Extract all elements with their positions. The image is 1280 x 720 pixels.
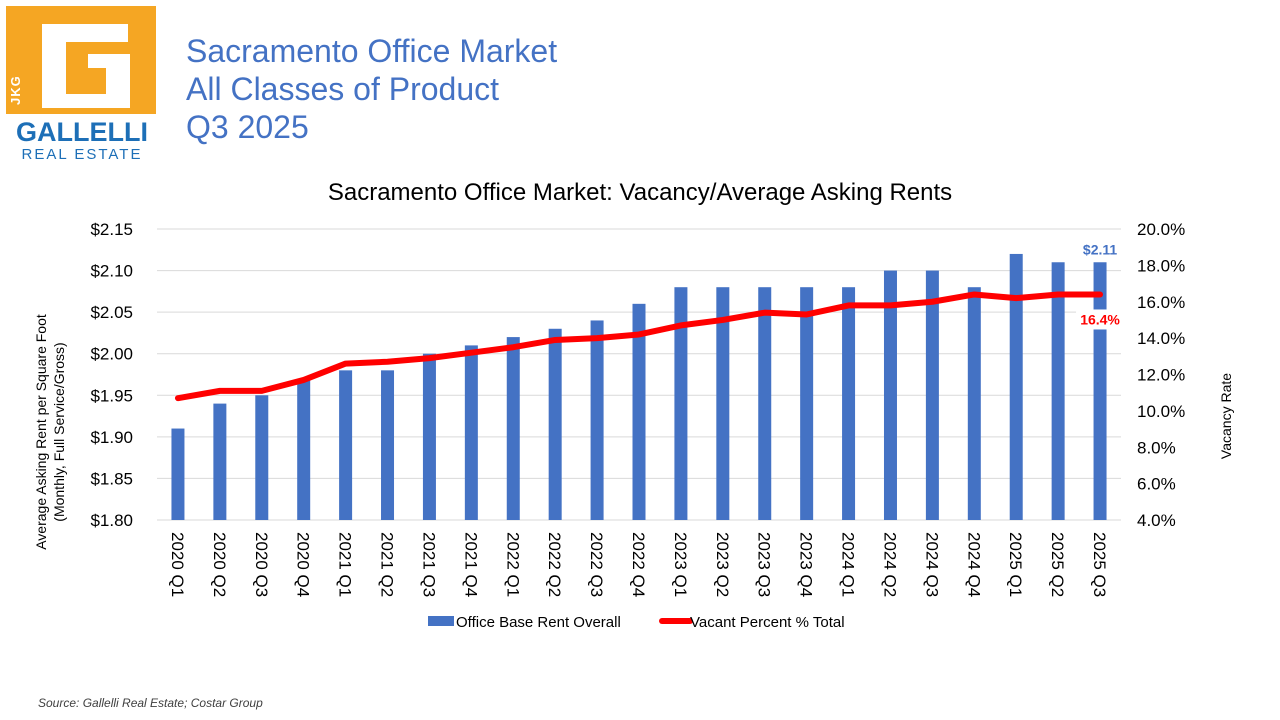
page-title-line-2: All Classes of Product [186, 71, 500, 107]
legend-label-line: Vacant Percent % Total [690, 614, 845, 631]
bar [506, 337, 520, 520]
bar [464, 345, 478, 520]
x-tick-label: 2021 Q3 [419, 532, 438, 597]
y2-tick-label: 6.0% [1137, 475, 1176, 494]
bar [758, 287, 772, 520]
bar [716, 287, 730, 520]
logo-mark: JKG [6, 6, 156, 114]
x-tick-label: 2022 Q2 [545, 532, 564, 597]
y-axis-title-line-1: Average Asking Rent per Square Foot [33, 314, 49, 550]
x-tick-label: 2024 Q2 [880, 532, 899, 597]
x-tick-label: 2021 Q1 [336, 532, 355, 597]
bar [800, 287, 814, 520]
x-tick-label: 2023 Q3 [755, 532, 774, 597]
x-tick-label: 2020 Q2 [210, 532, 229, 597]
bar [422, 353, 436, 520]
y-tick-label: $1.95 [90, 386, 133, 405]
bar [297, 378, 311, 520]
x-tick-label: 2021 Q4 [461, 532, 480, 597]
line-data-label: 16.4% [1080, 311, 1120, 327]
bar [883, 270, 897, 520]
y-tick-label: $2.00 [90, 345, 133, 364]
y2-tick-label: 18.0% [1137, 256, 1185, 275]
bar [381, 370, 395, 520]
x-tick-label: 2022 Q4 [629, 532, 648, 597]
bar [674, 287, 688, 520]
x-tick-label: 2022 Q1 [503, 532, 522, 597]
x-tick-label: 2021 Q2 [378, 532, 397, 597]
y2-tick-label: 14.0% [1137, 329, 1185, 348]
y-tick-label: $2.10 [90, 262, 133, 281]
bar [925, 270, 939, 520]
x-tick-label: 2024 Q3 [922, 532, 941, 597]
y2-tick-label: 20.0% [1137, 220, 1185, 239]
source-note: Source: Gallelli Real Estate; Costar Gro… [38, 696, 263, 710]
y2-tick-label: 4.0% [1137, 511, 1176, 530]
line-series [174, 291, 1104, 402]
bar [171, 428, 185, 520]
bar [632, 303, 646, 520]
bar [339, 370, 353, 520]
logo-g-glyph [42, 24, 130, 108]
page-title-line-3: Q3 2025 [186, 109, 309, 145]
bar [213, 403, 227, 520]
y-axis-left: $1.80 $1.85 $1.90 $1.95 $2.00 $2.05 $2.10 $2.15 [90, 220, 133, 530]
x-tick-label: 2025 Q3 [1090, 532, 1109, 597]
bar [1009, 253, 1023, 520]
legend-swatch-bars [428, 616, 454, 626]
x-tick-label: 2025 Q1 [1006, 532, 1025, 597]
chart-title: Sacramento Office Market: Vacancy/Averag… [328, 179, 952, 206]
bar-series [171, 253, 1107, 520]
legend: Office Base Rent Overall Vacant Percent … [428, 614, 845, 631]
y2-tick-label: 16.0% [1137, 293, 1185, 312]
legend-label-bars: Office Base Rent Overall [456, 614, 621, 631]
x-tick-label: 2023 Q1 [671, 532, 690, 597]
bar [255, 395, 269, 520]
x-tick-label: 2022 Q3 [587, 532, 606, 597]
x-axis: 2020 Q1 2020 Q2 2020 Q3 2020 Q4 2021 Q1 2021 … [168, 532, 1109, 597]
y-axis-title-line-2: (Monthly, Full Service/Gross) [51, 342, 67, 521]
y2-tick-label: 8.0% [1137, 438, 1176, 457]
company-logo: JKG GALLELLI REAL ESTATE [6, 6, 158, 163]
bar [842, 287, 856, 520]
x-tick-label: 2023 Q2 [713, 532, 732, 597]
bar [1093, 262, 1107, 520]
bar [967, 287, 981, 520]
page-title-line-1: Sacramento Office Market [186, 33, 558, 69]
y2-axis-title: Vacancy Rate [1218, 373, 1234, 459]
x-tick-label: 2023 Q4 [797, 532, 816, 597]
x-tick-label: 2025 Q2 [1048, 532, 1067, 597]
y-axis-right: 4.0% 6.0% 8.0% 10.0% 12.0% 14.0% 16.0% 18.0% 20.… [1137, 220, 1185, 530]
y2-tick-label: 10.0% [1137, 402, 1185, 421]
y-tick-label: $1.90 [90, 428, 133, 447]
bar [548, 328, 562, 520]
x-tick-label: 2024 Q4 [964, 532, 983, 597]
y-tick-label: $1.80 [90, 511, 133, 530]
bar-data-label: $2.11 [1083, 241, 1117, 257]
vacancy-line [174, 291, 1104, 402]
line-data-label-bg [1076, 309, 1125, 330]
bar [1051, 262, 1065, 520]
x-tick-label: 2020 Q4 [294, 532, 313, 597]
page-title: Sacramento Office Market All Classes of … [186, 32, 557, 146]
x-tick-label: 2020 Q1 [168, 532, 187, 597]
y-tick-label: $2.15 [90, 220, 133, 239]
logo-wordmark: GALLELLI [16, 117, 148, 147]
y-tick-label: $2.05 [90, 303, 133, 322]
bar [590, 320, 604, 520]
y2-tick-label: 12.0% [1137, 366, 1185, 385]
y-tick-label: $1.85 [90, 469, 133, 488]
data-labels: $2.11 16.4% [1076, 241, 1125, 330]
logo-tagline: REAL ESTATE [21, 146, 143, 163]
x-tick-label: 2020 Q3 [252, 532, 271, 597]
x-tick-label: 2024 Q1 [839, 532, 858, 597]
